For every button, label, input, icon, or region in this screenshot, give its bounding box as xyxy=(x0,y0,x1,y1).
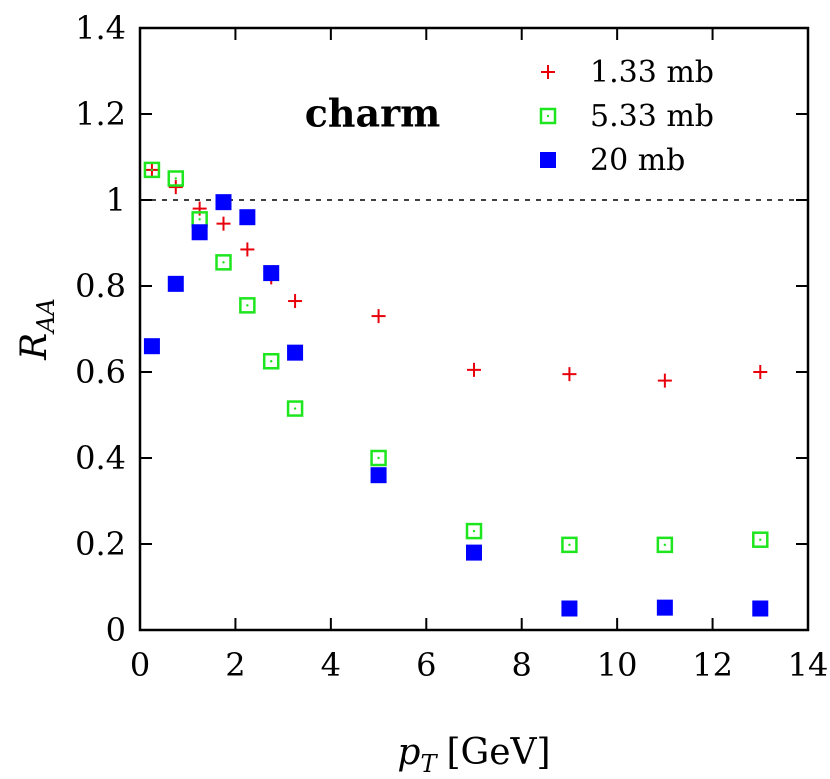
x-tick-label: 12 xyxy=(692,646,733,684)
point-series2-1 xyxy=(167,275,184,292)
x-tick-label: 4 xyxy=(321,646,341,684)
point-series1-11-dot xyxy=(759,538,762,541)
point-series1-1-box xyxy=(167,170,185,187)
legend-marker-1-box xyxy=(539,107,557,125)
y-tick-label: 0.2 xyxy=(75,525,126,563)
point-series0-11 xyxy=(753,365,768,379)
point-series1-5-dot xyxy=(270,360,273,363)
x-axis-label-symbol: p xyxy=(397,732,420,773)
legend-marker-1 xyxy=(539,107,557,125)
point-series1-4-dot xyxy=(246,304,249,307)
point-series0-1 xyxy=(168,180,183,195)
y-tick-label: 1.4 xyxy=(75,9,126,47)
point-series1-0 xyxy=(143,161,161,179)
point-series1-11-box xyxy=(752,531,769,548)
point-series1-2-dot xyxy=(198,218,201,221)
point-series1-3-box xyxy=(215,254,232,271)
x-axis-label: pT [GeV] xyxy=(397,732,550,778)
point-series1-5 xyxy=(262,353,280,370)
point-series1-10-dot xyxy=(663,543,667,547)
point-series2-9 xyxy=(561,600,578,617)
x-tick-label: 10 xyxy=(597,646,638,684)
x-tick-label: 14 xyxy=(788,646,829,684)
legend-label-1: 5.33 mb xyxy=(590,99,714,134)
legend-marker-0 xyxy=(541,65,555,79)
point-series2-11 xyxy=(752,600,769,617)
legend-marker-1-dot xyxy=(546,114,550,118)
point-series1-9 xyxy=(561,536,578,554)
point-series1-6-box xyxy=(286,400,304,417)
point-series0-6 xyxy=(288,294,303,309)
point-series0-3 xyxy=(216,216,231,231)
point-series1-6 xyxy=(286,400,304,417)
y-tick-label: 1.2 xyxy=(75,95,126,133)
point-series1-0-dot xyxy=(150,168,154,172)
point-series2-3 xyxy=(215,194,232,211)
y-axis-label-symbol: R xyxy=(14,333,55,361)
point-series0-4 xyxy=(240,242,255,257)
point-series2-5 xyxy=(263,265,280,282)
y-tick-label: 0.4 xyxy=(75,439,126,477)
point-series1-1-dot xyxy=(174,177,177,180)
y-tick-label: 0.6 xyxy=(75,353,126,391)
point-series1-1 xyxy=(167,170,185,187)
point-series2-0 xyxy=(143,338,160,355)
point-series2-7 xyxy=(370,467,387,484)
point-series1-5-box xyxy=(262,353,280,370)
point-series2-4 xyxy=(239,209,256,226)
point-series1-8-dot xyxy=(472,529,476,533)
y-tick-label: 0.8 xyxy=(75,267,126,305)
legend-label-0: 1.33 mb xyxy=(590,55,714,90)
point-series1-4-box xyxy=(239,297,256,314)
data-points xyxy=(143,161,769,617)
point-series1-10 xyxy=(656,536,674,554)
x-tick-label: 2 xyxy=(225,646,245,684)
legend: 1.33 mb 5.33 mb 20 mb xyxy=(539,55,714,178)
point-series0-7 xyxy=(371,309,386,324)
point-series2-8 xyxy=(466,544,482,561)
y-axis-label: RAA xyxy=(14,298,60,361)
x-tick-label: 0 xyxy=(130,646,150,684)
point-series2-10 xyxy=(656,599,673,616)
point-series1-9-dot xyxy=(568,543,571,547)
point-series1-9-box xyxy=(561,536,578,554)
x-tick-label: 8 xyxy=(512,646,532,684)
point-series1-11 xyxy=(752,531,769,548)
point-series0-8 xyxy=(467,362,481,377)
point-series1-3-dot xyxy=(222,261,225,264)
point-series1-6-dot xyxy=(293,407,297,410)
annotation-charm: charm xyxy=(305,91,441,136)
legend-label-2: 20 mb xyxy=(590,143,685,178)
y-tick-label: 0 xyxy=(106,611,126,649)
tick-labels: 0 2 4 6 8 10 12 14 0 0.2 0.4 0.6 0.8 1 1.2 1.4 xyxy=(75,9,828,684)
point-series2-2 xyxy=(191,224,208,241)
point-series2-6 xyxy=(287,344,304,361)
point-series0-10 xyxy=(657,373,672,388)
point-series1-8-box xyxy=(465,522,483,540)
x-tick-label: 6 xyxy=(416,646,436,684)
y-tick-label: 1 xyxy=(106,181,126,219)
point-series1-0-box xyxy=(143,161,161,179)
point-series0-9 xyxy=(562,367,577,382)
point-series1-7-dot xyxy=(377,456,380,460)
point-series1-4 xyxy=(239,297,256,314)
point-series1-3 xyxy=(215,254,232,271)
x-axis-label-subscript: T xyxy=(420,750,438,778)
point-series1-8 xyxy=(465,522,483,540)
point-series1-7 xyxy=(370,449,387,467)
y-axis-label-subscript: AA xyxy=(32,298,60,335)
point-series1-10-box xyxy=(656,536,674,554)
legend-marker-2 xyxy=(540,152,556,168)
plot-frame xyxy=(138,26,810,632)
x-axis-label-unit: [GeV] xyxy=(446,732,550,773)
point-series1-7-box xyxy=(370,449,387,467)
